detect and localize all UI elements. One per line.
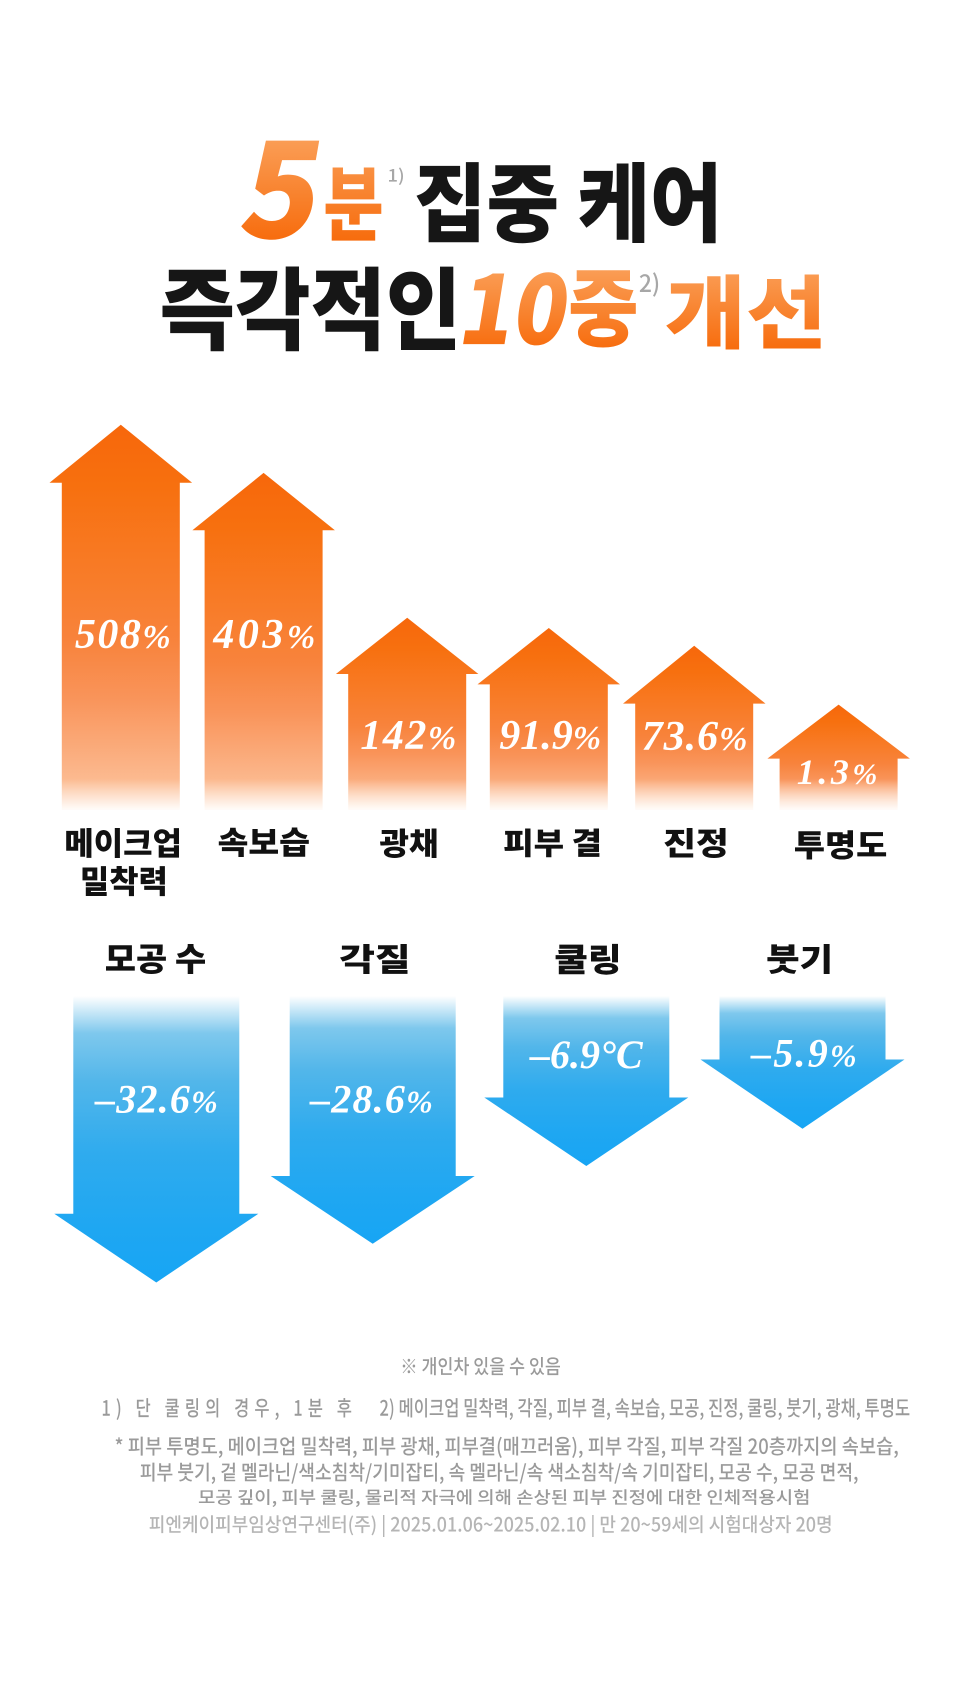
svg-text:142%: 142%	[360, 713, 457, 759]
svg-text:–6.9°C: –6.9°C	[529, 1032, 644, 1077]
svg-text:–28.6%: –28.6%	[309, 1077, 434, 1122]
svg-text:–32.6%: –32.6%	[94, 1077, 219, 1122]
svg-text:1.3%: 1.3%	[797, 752, 881, 792]
svg-text:73.6%: 73.6%	[642, 714, 749, 760]
svg-text:403%: 403%	[212, 612, 318, 658]
svg-text:–5.9%: –5.9%	[750, 1031, 859, 1076]
svg-text:508%: 508%	[75, 612, 172, 658]
svg-text:91.9%: 91.9%	[499, 713, 601, 759]
